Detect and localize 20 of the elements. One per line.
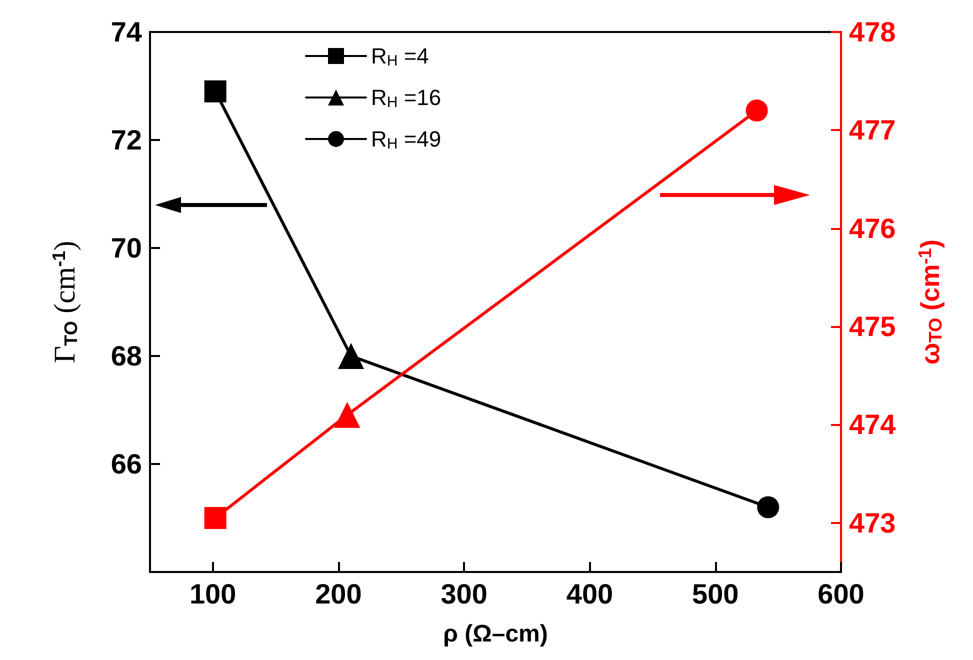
x-tick-label: 200	[315, 578, 362, 610]
x-tick-label: 600	[818, 578, 864, 610]
x-tick-label: 300	[440, 578, 488, 610]
y2-tick-label: 475	[849, 311, 896, 342]
y2-axis-title: ωTO (cm-1)	[915, 239, 946, 365]
y2-tick-label: 478	[849, 16, 896, 48]
y2-tick-label: 473	[849, 507, 896, 538]
x-tick-label: 400	[566, 578, 614, 610]
y2-tick-label: 474	[849, 409, 896, 440]
y2-tick-label: 477	[849, 114, 896, 146]
y-tick-label: 66	[110, 448, 142, 480]
y-tick-label: 70	[110, 232, 142, 264]
y-tick-label: 68	[110, 340, 142, 372]
x-axis-title: ρ (Ω–cm)	[443, 620, 548, 648]
y2-tick-label: 476	[849, 212, 896, 244]
y-tick-label: 72	[110, 124, 142, 156]
x-tick-label: 100	[189, 578, 236, 610]
x-tick-label: 500	[692, 578, 739, 610]
y-axis-title: ΓTO (cm-1)	[48, 240, 82, 364]
y-tick-label: 74	[110, 16, 142, 48]
